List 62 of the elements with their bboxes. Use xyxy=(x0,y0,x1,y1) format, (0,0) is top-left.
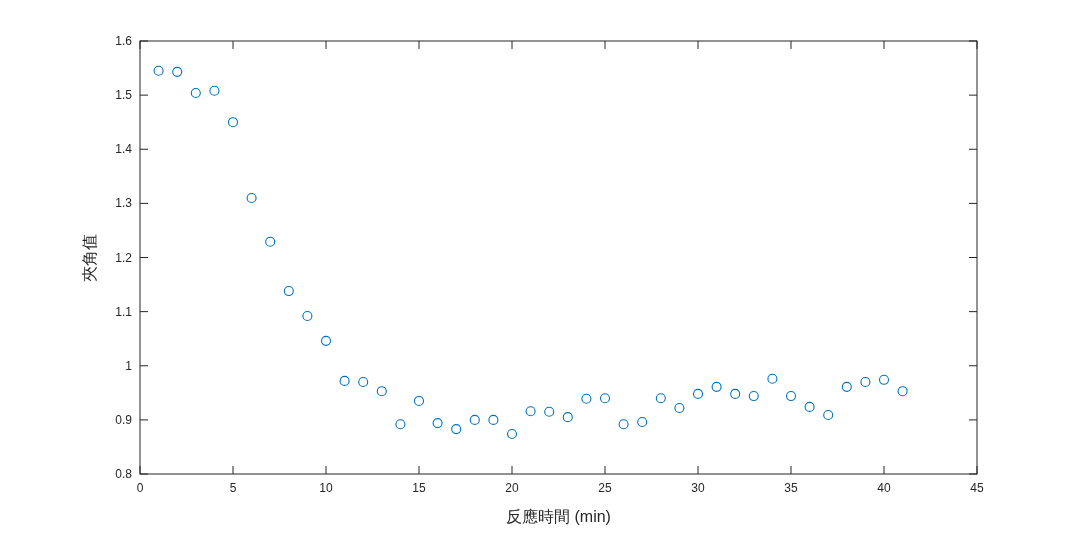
y-tick-label: 1.6 xyxy=(115,34,133,48)
point xyxy=(544,406,555,417)
y-tick-label: 1.5 xyxy=(115,88,133,103)
x-tick-label: 10 xyxy=(319,481,333,495)
point xyxy=(674,402,685,414)
point xyxy=(823,409,834,421)
point xyxy=(209,85,220,96)
point xyxy=(283,286,294,297)
y-tick-label: 1 xyxy=(125,358,133,373)
point xyxy=(767,373,778,384)
point xyxy=(153,65,164,76)
x-tick-label: 15 xyxy=(412,481,426,495)
point xyxy=(692,388,704,399)
point xyxy=(730,388,741,399)
point xyxy=(841,381,852,392)
point xyxy=(506,428,518,439)
y-tick-label: 1.2 xyxy=(115,250,133,265)
point xyxy=(395,419,406,430)
point xyxy=(451,424,462,435)
point xyxy=(897,386,908,397)
point xyxy=(246,192,257,204)
point xyxy=(302,310,313,322)
point xyxy=(358,376,369,388)
y-tick-label: 0.8 xyxy=(115,467,133,481)
x-axis-title: 反應時間 (min) xyxy=(506,508,611,525)
point xyxy=(265,236,276,247)
point xyxy=(748,391,759,402)
point xyxy=(785,391,797,402)
point xyxy=(432,418,443,429)
y-tick-label: 1.4 xyxy=(115,142,133,157)
point xyxy=(339,375,350,386)
x-tick-label: 45 xyxy=(970,481,984,495)
point xyxy=(488,414,499,425)
point xyxy=(860,376,871,388)
x-tick-label: 20 xyxy=(505,481,519,495)
x-tick-label: 0 xyxy=(136,481,144,495)
point xyxy=(804,401,815,412)
x-tick-label: 35 xyxy=(784,481,798,495)
point xyxy=(376,386,387,397)
x-tick-label: 25 xyxy=(598,481,612,495)
y-axis-title: 夾角值 xyxy=(81,233,98,282)
point xyxy=(227,117,239,128)
y-tick-label: 1.3 xyxy=(115,196,133,211)
point xyxy=(599,393,611,404)
point xyxy=(618,419,629,430)
x-tick-label: 30 xyxy=(691,481,705,495)
point xyxy=(413,395,425,406)
point xyxy=(581,393,592,404)
x-tick-label: 40 xyxy=(877,481,891,495)
point xyxy=(637,416,648,428)
point xyxy=(320,335,332,346)
y-tick-label: 0.9 xyxy=(115,412,133,427)
point xyxy=(190,87,201,99)
point xyxy=(525,406,536,417)
y-tick-label: 1.1 xyxy=(115,304,133,319)
point xyxy=(711,381,722,392)
point xyxy=(878,374,890,385)
point xyxy=(469,414,480,425)
point xyxy=(172,66,183,77)
x-tick-label: 5 xyxy=(229,481,237,495)
point xyxy=(655,393,666,404)
point xyxy=(562,412,573,423)
